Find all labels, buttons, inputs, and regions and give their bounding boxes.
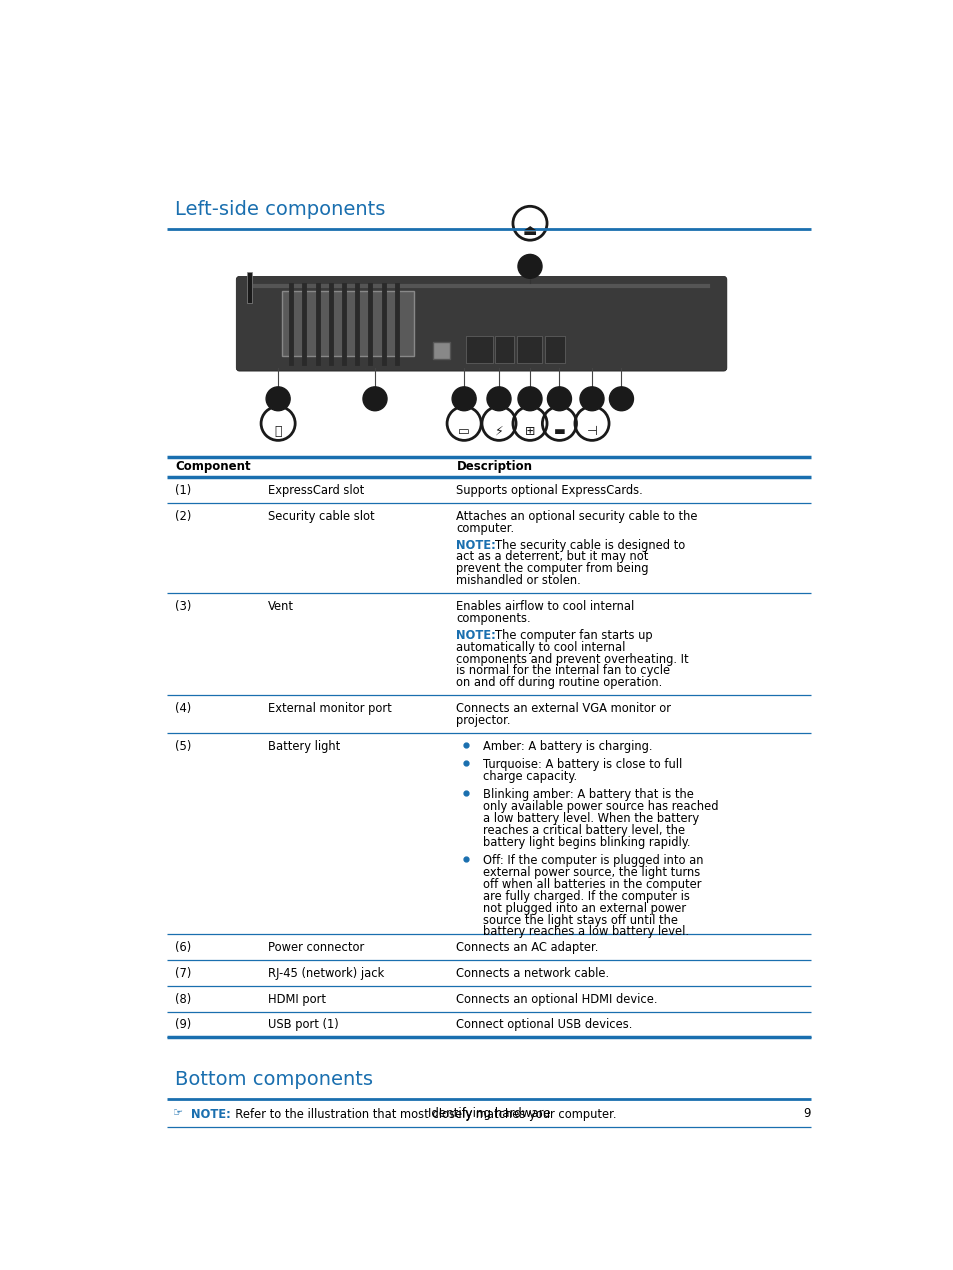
Text: NOTE:: NOTE: xyxy=(456,538,496,551)
Text: RJ-45 (network) jack: RJ-45 (network) jack xyxy=(268,966,384,980)
Text: (2): (2) xyxy=(174,511,192,523)
Text: 1: 1 xyxy=(525,268,534,281)
Text: on and off during routine operation.: on and off during routine operation. xyxy=(456,677,662,690)
FancyBboxPatch shape xyxy=(433,342,450,358)
Text: Vent: Vent xyxy=(268,601,294,613)
Text: battery light begins blinking rapidly.: battery light begins blinking rapidly. xyxy=(483,836,690,848)
Text: act as a deterrent, but it may not: act as a deterrent, but it may not xyxy=(456,550,648,564)
Text: not plugged into an external power: not plugged into an external power xyxy=(483,902,686,914)
Text: Battery light: Battery light xyxy=(268,740,340,753)
Text: Connects an external VGA monitor or: Connects an external VGA monitor or xyxy=(456,702,671,715)
Text: Connects a network cable.: Connects a network cable. xyxy=(456,966,609,980)
Text: Connects an AC adapter.: Connects an AC adapter. xyxy=(456,941,598,954)
Text: prevent the computer from being: prevent the computer from being xyxy=(456,563,648,575)
Circle shape xyxy=(486,387,511,410)
Text: Attaches an optional security cable to the: Attaches an optional security cable to t… xyxy=(456,511,698,523)
Text: Power connector: Power connector xyxy=(268,941,364,954)
Text: ⊣: ⊣ xyxy=(586,424,597,438)
Text: 🔒: 🔒 xyxy=(274,424,281,438)
Text: ExpressCard slot: ExpressCard slot xyxy=(268,484,364,498)
Text: ⏏: ⏏ xyxy=(522,224,537,239)
Text: are fully charged. If the computer is: are fully charged. If the computer is xyxy=(483,890,690,903)
FancyBboxPatch shape xyxy=(517,335,541,363)
Text: only available power source has reached: only available power source has reached xyxy=(483,800,719,813)
Text: ▭: ▭ xyxy=(457,424,470,438)
Text: Description: Description xyxy=(456,461,532,474)
Text: Turquoise: A battery is close to full: Turquoise: A battery is close to full xyxy=(483,758,682,771)
FancyBboxPatch shape xyxy=(247,272,252,302)
Text: 9: 9 xyxy=(802,1107,810,1120)
Circle shape xyxy=(579,387,603,410)
Text: 5: 5 xyxy=(495,400,502,413)
Text: projector.: projector. xyxy=(456,714,511,728)
Text: (6): (6) xyxy=(174,941,192,954)
Text: external power source, the light turns: external power source, the light turns xyxy=(483,866,700,879)
Text: Supports optional ExpressCards.: Supports optional ExpressCards. xyxy=(456,484,642,498)
Text: HDMI port: HDMI port xyxy=(268,993,326,1006)
Text: (3): (3) xyxy=(174,601,192,613)
Text: battery reaches a low battery level.: battery reaches a low battery level. xyxy=(483,926,689,939)
Circle shape xyxy=(547,387,571,410)
Text: ⊞: ⊞ xyxy=(524,424,535,438)
Text: (1): (1) xyxy=(174,484,192,498)
Text: The computer fan starts up: The computer fan starts up xyxy=(495,629,652,641)
Circle shape xyxy=(517,254,541,278)
Text: computer.: computer. xyxy=(456,522,514,535)
Text: ☞: ☞ xyxy=(173,1109,183,1118)
Text: NOTE:: NOTE: xyxy=(456,629,496,641)
Text: 9: 9 xyxy=(617,400,625,413)
Circle shape xyxy=(517,387,541,410)
FancyBboxPatch shape xyxy=(466,335,493,363)
Circle shape xyxy=(362,387,387,410)
FancyBboxPatch shape xyxy=(495,335,513,363)
FancyBboxPatch shape xyxy=(236,277,726,371)
Text: 4: 4 xyxy=(459,400,468,413)
Text: The security cable is designed to: The security cable is designed to xyxy=(495,538,684,551)
Text: ▬: ▬ xyxy=(553,424,565,438)
Text: Connect optional USB devices.: Connect optional USB devices. xyxy=(456,1019,632,1031)
Text: is normal for the internal fan to cycle: is normal for the internal fan to cycle xyxy=(456,664,670,677)
Text: Amber: A battery is charging.: Amber: A battery is charging. xyxy=(483,740,652,753)
Text: Component: Component xyxy=(174,461,251,474)
Text: Off: If the computer is plugged into an: Off: If the computer is plugged into an xyxy=(483,853,703,867)
Text: ⚡: ⚡ xyxy=(494,424,503,438)
Text: Refer to the illustration that most closely matches your computer.: Refer to the illustration that most clos… xyxy=(228,1109,616,1121)
Text: Connects an optional HDMI device.: Connects an optional HDMI device. xyxy=(456,993,658,1006)
Text: Identifying hardware: Identifying hardware xyxy=(427,1107,550,1120)
Text: 7: 7 xyxy=(555,400,563,413)
Text: components and prevent overheating. It: components and prevent overheating. It xyxy=(456,653,688,665)
Text: Left-side components: Left-side components xyxy=(174,201,385,220)
Text: USB port (1): USB port (1) xyxy=(268,1019,338,1031)
Text: (7): (7) xyxy=(174,966,192,980)
Text: Enables airflow to cool internal: Enables airflow to cool internal xyxy=(456,601,634,613)
Circle shape xyxy=(609,387,633,410)
Text: 3: 3 xyxy=(371,400,378,413)
Text: (5): (5) xyxy=(174,740,192,753)
Text: (8): (8) xyxy=(174,993,192,1006)
Circle shape xyxy=(452,387,476,410)
Text: components.: components. xyxy=(456,612,531,625)
Text: 6: 6 xyxy=(525,400,534,413)
Circle shape xyxy=(266,387,290,410)
Text: reaches a critical battery level, the: reaches a critical battery level, the xyxy=(483,824,685,837)
Text: (4): (4) xyxy=(174,702,192,715)
Text: a low battery level. When the battery: a low battery level. When the battery xyxy=(483,812,699,826)
Text: source the light stays off until the: source the light stays off until the xyxy=(483,913,678,927)
FancyBboxPatch shape xyxy=(282,291,414,357)
Text: Blinking amber: A battery that is the: Blinking amber: A battery that is the xyxy=(483,789,694,801)
Text: 2: 2 xyxy=(274,400,282,413)
Text: NOTE:: NOTE: xyxy=(191,1109,230,1121)
Text: Security cable slot: Security cable slot xyxy=(268,511,375,523)
Text: 8: 8 xyxy=(587,400,596,413)
Text: charge capacity.: charge capacity. xyxy=(483,770,577,782)
FancyBboxPatch shape xyxy=(544,335,564,363)
Text: automatically to cool internal: automatically to cool internal xyxy=(456,640,625,654)
Text: Bottom components: Bottom components xyxy=(174,1069,373,1088)
Text: mishandled or stolen.: mishandled or stolen. xyxy=(456,574,580,587)
Text: off when all batteries in the computer: off when all batteries in the computer xyxy=(483,878,701,890)
Text: (9): (9) xyxy=(174,1019,192,1031)
Text: External monitor port: External monitor port xyxy=(268,702,392,715)
